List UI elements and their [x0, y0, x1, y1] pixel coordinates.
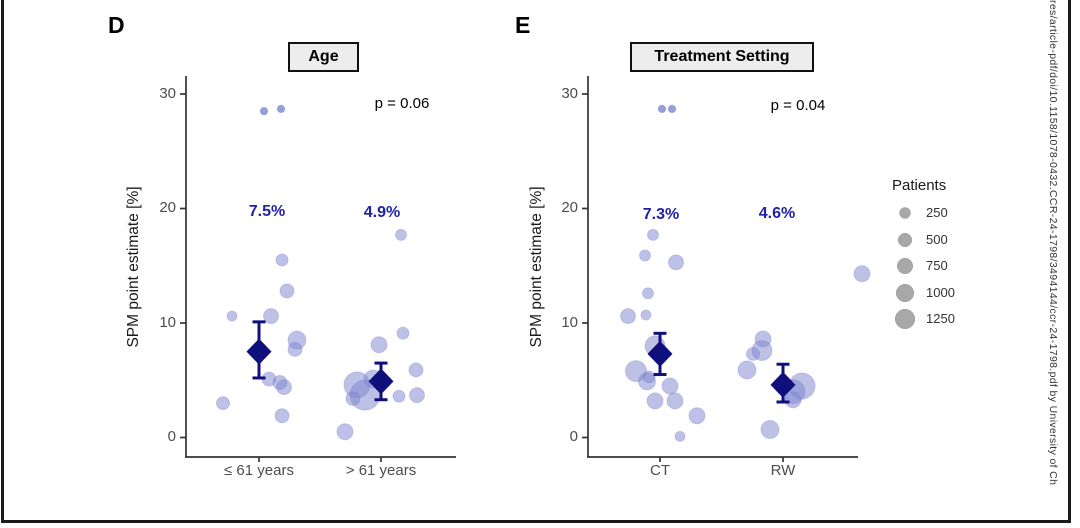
mean-diamond [368, 368, 394, 395]
panel-title-treatment-setting: Treatment Setting [630, 42, 814, 72]
mean-diamond [246, 338, 272, 365]
legend-label-250: 250 [926, 205, 948, 220]
legend-label-1250: 1250 [926, 311, 955, 326]
y-tick-0-e: 0 [569, 428, 578, 445]
figure-border-bottom [1, 519, 1071, 523]
patient-bubble [395, 228, 407, 241]
p-value-age: p = 0.06 [374, 95, 430, 112]
patient-bubble [647, 228, 659, 241]
patient-bubble [275, 253, 289, 267]
patient-bubble [216, 396, 230, 411]
figure-border-right [1068, 0, 1071, 522]
patient-bubble [657, 104, 667, 114]
x-label-rw: RW [770, 462, 796, 479]
patient-bubble [336, 423, 354, 441]
y-tick-0-d: 0 [167, 428, 176, 445]
legend-size-circle [894, 308, 916, 330]
y-tick-10-d: 10 [159, 314, 176, 331]
patient-bubble [276, 379, 292, 396]
patient-bubble [666, 392, 684, 410]
y-tick-20-e: 20 [561, 199, 578, 216]
p-value-treatment: p = 0.04 [770, 97, 826, 114]
patient-bubble [345, 391, 361, 407]
patient-bubble [674, 430, 686, 442]
y-axis-title-e: SPM point estimate [%] [528, 186, 545, 348]
patient-bubble [746, 346, 760, 361]
x-label-gt61: > 61 years [345, 462, 417, 479]
x-label-le61: ≤ 61 years [224, 462, 294, 479]
patient-bubble [638, 372, 656, 391]
patient-bubble [226, 310, 238, 322]
mean-label-rw: 4.6% [758, 205, 796, 222]
panel-title-age: Age [288, 42, 359, 72]
patient-bubble [760, 419, 780, 439]
legend-size-circle [896, 257, 914, 275]
legend-label-500: 500 [926, 232, 948, 247]
patient-bubble [661, 377, 679, 395]
patient-bubble [392, 389, 406, 403]
legend-size-circle [895, 283, 915, 303]
patient-bubble [737, 360, 757, 380]
patient-bubble [646, 392, 664, 410]
patient-bubble [639, 249, 651, 262]
patient-bubble [370, 336, 388, 354]
patient-bubble [396, 326, 410, 340]
panel-letter-d: D [108, 12, 125, 38]
mean-label-gt61: 4.9% [363, 204, 401, 221]
y-axis-title-d: SPM point estimate [%] [125, 186, 142, 348]
patient-bubble [688, 407, 706, 425]
patient-bubble [667, 104, 677, 114]
mean-diamond [770, 371, 796, 398]
patient-bubble [408, 362, 424, 378]
y-tick-30-e: 30 [561, 85, 578, 102]
patient-bubble [274, 408, 290, 424]
y-tick-20-d: 20 [159, 199, 176, 216]
patient-bubble [279, 283, 295, 299]
patient-bubble [640, 309, 652, 321]
y-tick-10-e: 10 [561, 314, 578, 331]
legend-size-circle [897, 232, 913, 248]
patient-bubble [259, 106, 269, 116]
pdf-watermark-text: res/article-pdf/doi/10.1158/1078-0432.CC… [1047, 0, 1059, 486]
mean-label-le61: 7.5% [248, 203, 286, 220]
legend-title: Patients [892, 177, 947, 194]
patient-bubble [668, 254, 684, 271]
patient-bubble [287, 341, 303, 357]
patient-bubble [409, 387, 425, 404]
panel-letter-e: E [515, 12, 531, 38]
patient-bubble [620, 308, 636, 325]
legend-label-1000: 1000 [926, 285, 955, 300]
legend-size-circle [899, 207, 911, 219]
x-label-ct: CT [650, 462, 670, 479]
legend-label-750: 750 [926, 258, 948, 273]
mean-diamond [647, 340, 673, 367]
patient-bubble [276, 104, 286, 114]
mean-label-ct: 7.3% [642, 206, 680, 223]
y-tick-30-d: 30 [159, 85, 176, 102]
patient-bubble [784, 391, 802, 409]
patient-bubble [853, 265, 871, 283]
patient-bubble [642, 287, 654, 300]
figure-border-left [1, 0, 4, 522]
patient-bubble [263, 308, 279, 325]
